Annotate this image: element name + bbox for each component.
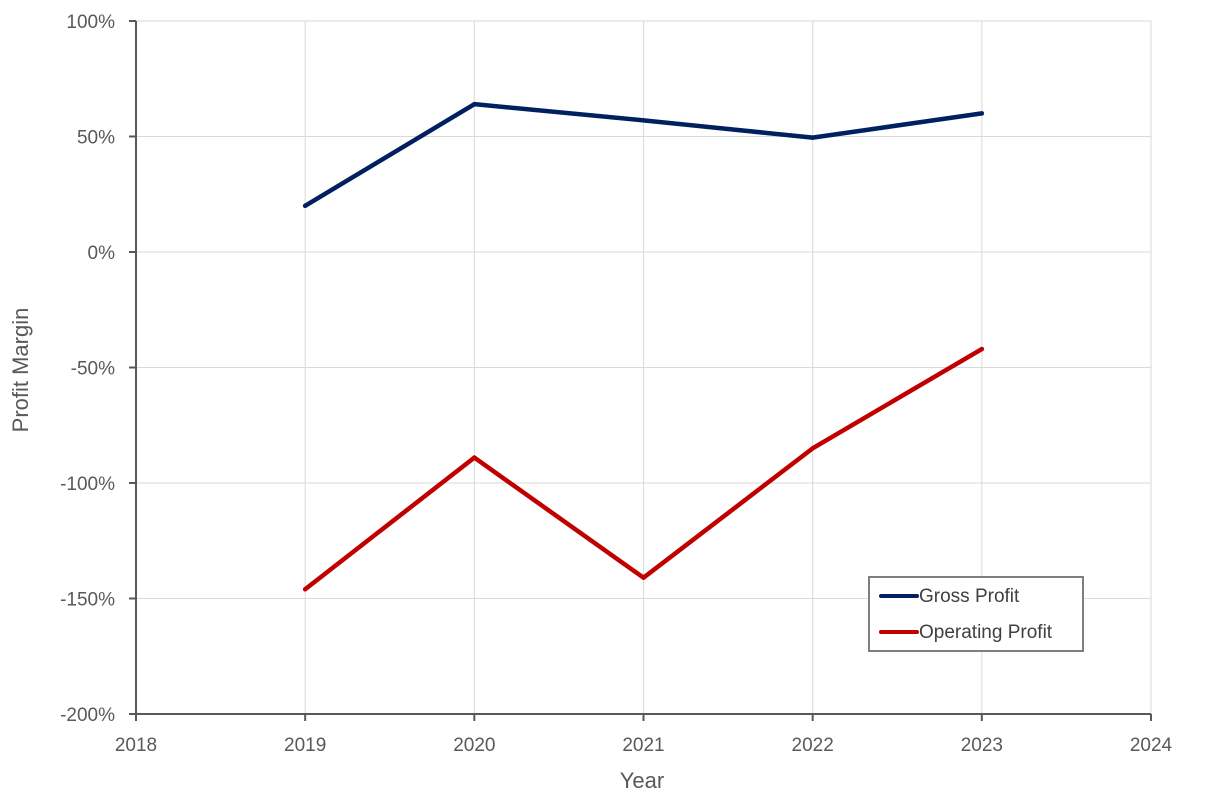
series-lines: [302, 101, 985, 592]
data-point-operating-profit-2021: [641, 575, 646, 580]
axes: [129, 20, 1152, 721]
data-point-gross-profit-2023: [979, 111, 985, 116]
data-point-gross-profit-2019: [302, 203, 308, 208]
x-tick-label-2023: 2023: [961, 735, 1003, 756]
x-tick-label-2018: 2018: [115, 735, 157, 756]
x-tick-label-2022: 2022: [792, 735, 834, 756]
x-tick-label-2021: 2021: [622, 735, 664, 756]
legend-label-gross-profit: Gross Profit: [919, 586, 1020, 607]
data-point-gross-profit-2021: [641, 118, 646, 123]
x-axis-title: Year: [620, 768, 664, 793]
data-point-operating-profit-2023: [979, 346, 985, 352]
y-tick-label-100: -100%: [60, 474, 115, 495]
data-point-operating-profit-2022: [810, 446, 815, 451]
x-tick-label-2019: 2019: [284, 735, 326, 756]
data-point-operating-profit-2019: [302, 587, 308, 592]
legend: Gross Profit Operating Profit: [868, 576, 1084, 652]
y-tick-label-200: -200%: [60, 705, 115, 726]
tick-labels: 2018 2019 2020 2021 2022 2023 2024 -200% -150% -1…: [60, 12, 1172, 756]
legend-box: [868, 576, 1084, 652]
y-tick-label-150: -150%: [60, 590, 115, 611]
data-point-operating-profit-2020: [472, 455, 477, 460]
y-axis-title: Profit Margin: [8, 308, 33, 433]
data-point-gross-profit-2022: [810, 135, 815, 140]
y-tick-label-0: 0%: [88, 243, 116, 264]
legend-label-operating-profit: Operating Profit: [919, 622, 1053, 643]
y-tick-label-50: -50%: [71, 359, 115, 380]
y-tick-label-50: 50%: [77, 128, 115, 149]
grid-lines: [136, 20, 1152, 714]
x-tick-label-2024: 2024: [1130, 735, 1173, 756]
data-point-gross-profit-2020: [472, 101, 477, 107]
y-tick-label-100: 100%: [66, 12, 115, 33]
x-tick-label-2020: 2020: [453, 735, 495, 756]
